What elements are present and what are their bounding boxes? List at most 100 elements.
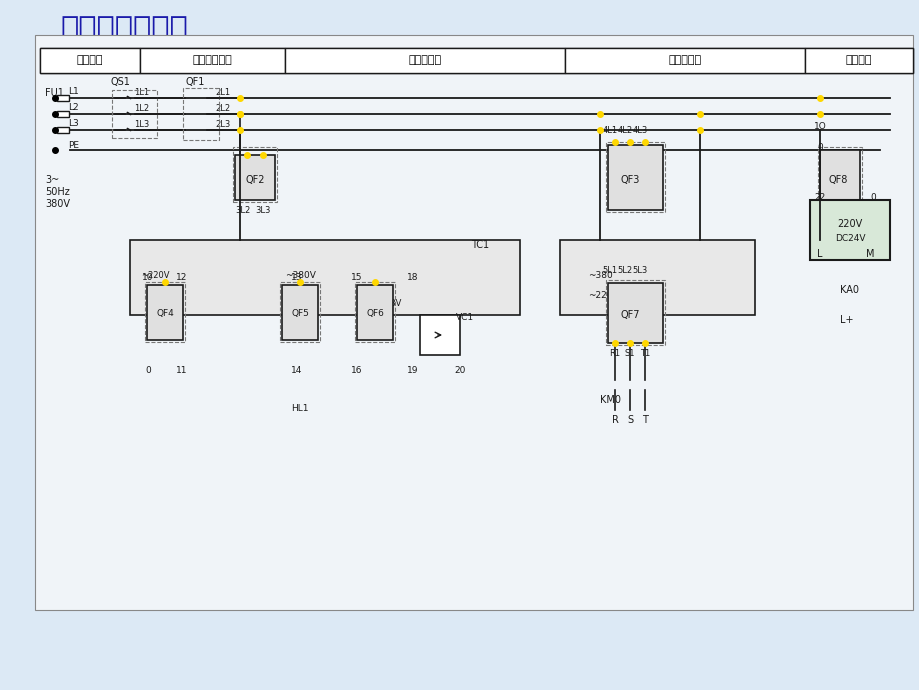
Text: 18: 18 [407,273,418,282]
Text: QF3: QF3 [619,175,639,185]
Bar [57,127,69,133]
Text: 控制变压器: 控制变压器 [408,55,441,66]
Text: ~220V: ~220V [141,270,169,279]
Text: L1: L1 [68,86,79,95]
Text: 15: 15 [351,273,362,282]
Bar [420,315,460,355]
Text: KM0: KM0 [599,395,620,405]
Text: QF8: QF8 [827,175,846,185]
Text: 0: 0 [816,143,822,152]
Text: 50Hz: 50Hz [45,187,70,197]
Text: 16: 16 [351,366,362,375]
Text: 1O: 1O [812,121,825,130]
Text: KA0: KA0 [839,285,858,295]
Bar [40,48,140,73]
Text: 驱动变压器: 驱动变压器 [668,55,701,66]
Text: 电源空气开关: 电源空气开关 [192,55,233,66]
Text: 11: 11 [176,366,187,375]
Bar [140,48,285,73]
Text: 19: 19 [407,366,418,375]
Text: L2: L2 [68,103,78,112]
Text: 20: 20 [454,366,465,375]
Text: 0: 0 [145,366,151,375]
Bar [35,35,912,610]
Bar [183,88,219,140]
Text: ~380V: ~380V [284,270,315,279]
Text: 1L1: 1L1 [134,88,150,97]
Text: 3L2: 3L2 [235,206,250,215]
Text: 12: 12 [176,273,187,282]
Text: M: M [865,249,873,259]
Text: QF7: QF7 [619,310,639,320]
Bar [355,282,394,342]
Text: QF4: QF4 [156,308,174,317]
Text: 开关电源: 开关电源 [845,55,871,66]
Text: QF2: QF2 [245,175,265,185]
Bar [606,142,664,212]
Text: S1: S1 [624,348,634,357]
Bar [606,280,664,345]
Bar [804,48,912,73]
Text: FU1: FU1 [45,88,63,98]
Text: 4L3: 4L3 [631,126,647,135]
Text: 4L2: 4L2 [617,126,632,135]
Text: ~380: ~380 [587,270,612,279]
Text: QF6: QF6 [366,308,383,317]
Text: 10: 10 [142,273,153,282]
Bar [817,147,861,210]
Text: L+: L+ [839,315,853,325]
Text: ~22V: ~22V [283,299,306,308]
Text: 3L3: 3L3 [255,206,270,215]
Text: S: S [626,415,632,425]
Bar [607,145,663,210]
Text: QS1: QS1 [110,77,130,87]
Text: HL1: HL1 [291,404,309,413]
Text: 4L1: 4L1 [602,126,617,135]
Text: TC1: TC1 [471,240,489,250]
Bar [285,48,564,73]
Text: TC2: TC2 [720,240,738,250]
Text: 2L2: 2L2 [215,104,231,112]
Text: 1L3: 1L3 [134,119,150,128]
Bar [357,285,392,340]
Text: ~28V: ~28V [378,299,402,308]
Text: 2L3: 2L3 [215,119,231,128]
Text: T1: T1 [640,348,650,357]
Text: 1L2: 1L2 [134,104,150,112]
Text: T: T [641,415,647,425]
Text: QF5: QF5 [290,308,309,317]
Bar [147,285,183,340]
Text: 5L3: 5L3 [631,266,647,275]
Bar [819,150,859,208]
Bar [279,282,320,342]
Text: QF1: QF1 [185,77,204,87]
Bar [607,283,663,343]
Bar [57,95,69,101]
Bar [809,200,889,260]
Text: 22: 22 [813,193,824,201]
Text: DC24V: DC24V [834,233,864,242]
Bar [564,48,804,73]
Bar [282,285,318,340]
Bar [560,240,754,315]
Text: 电源配置原理图: 电源配置原理图 [60,15,187,44]
Text: 380V: 380V [45,199,70,209]
Text: L: L [816,249,822,259]
Text: R: R [611,415,618,425]
Bar [145,282,185,342]
Bar [234,155,275,200]
Text: 0: 0 [869,193,875,201]
Text: R1: R1 [608,348,620,357]
Bar [233,147,277,202]
Text: 14: 14 [291,366,302,375]
Bar [40,48,912,73]
Text: VC1: VC1 [456,313,473,322]
Bar [112,90,157,138]
Text: 2L1: 2L1 [215,88,231,97]
Text: 13: 13 [291,273,302,282]
Text: 5L2: 5L2 [617,266,632,275]
Text: 隔离开关: 隔离开关 [76,55,103,66]
Bar [130,240,519,315]
Text: 5L1: 5L1 [602,266,617,275]
Text: 220V: 220V [836,219,862,229]
